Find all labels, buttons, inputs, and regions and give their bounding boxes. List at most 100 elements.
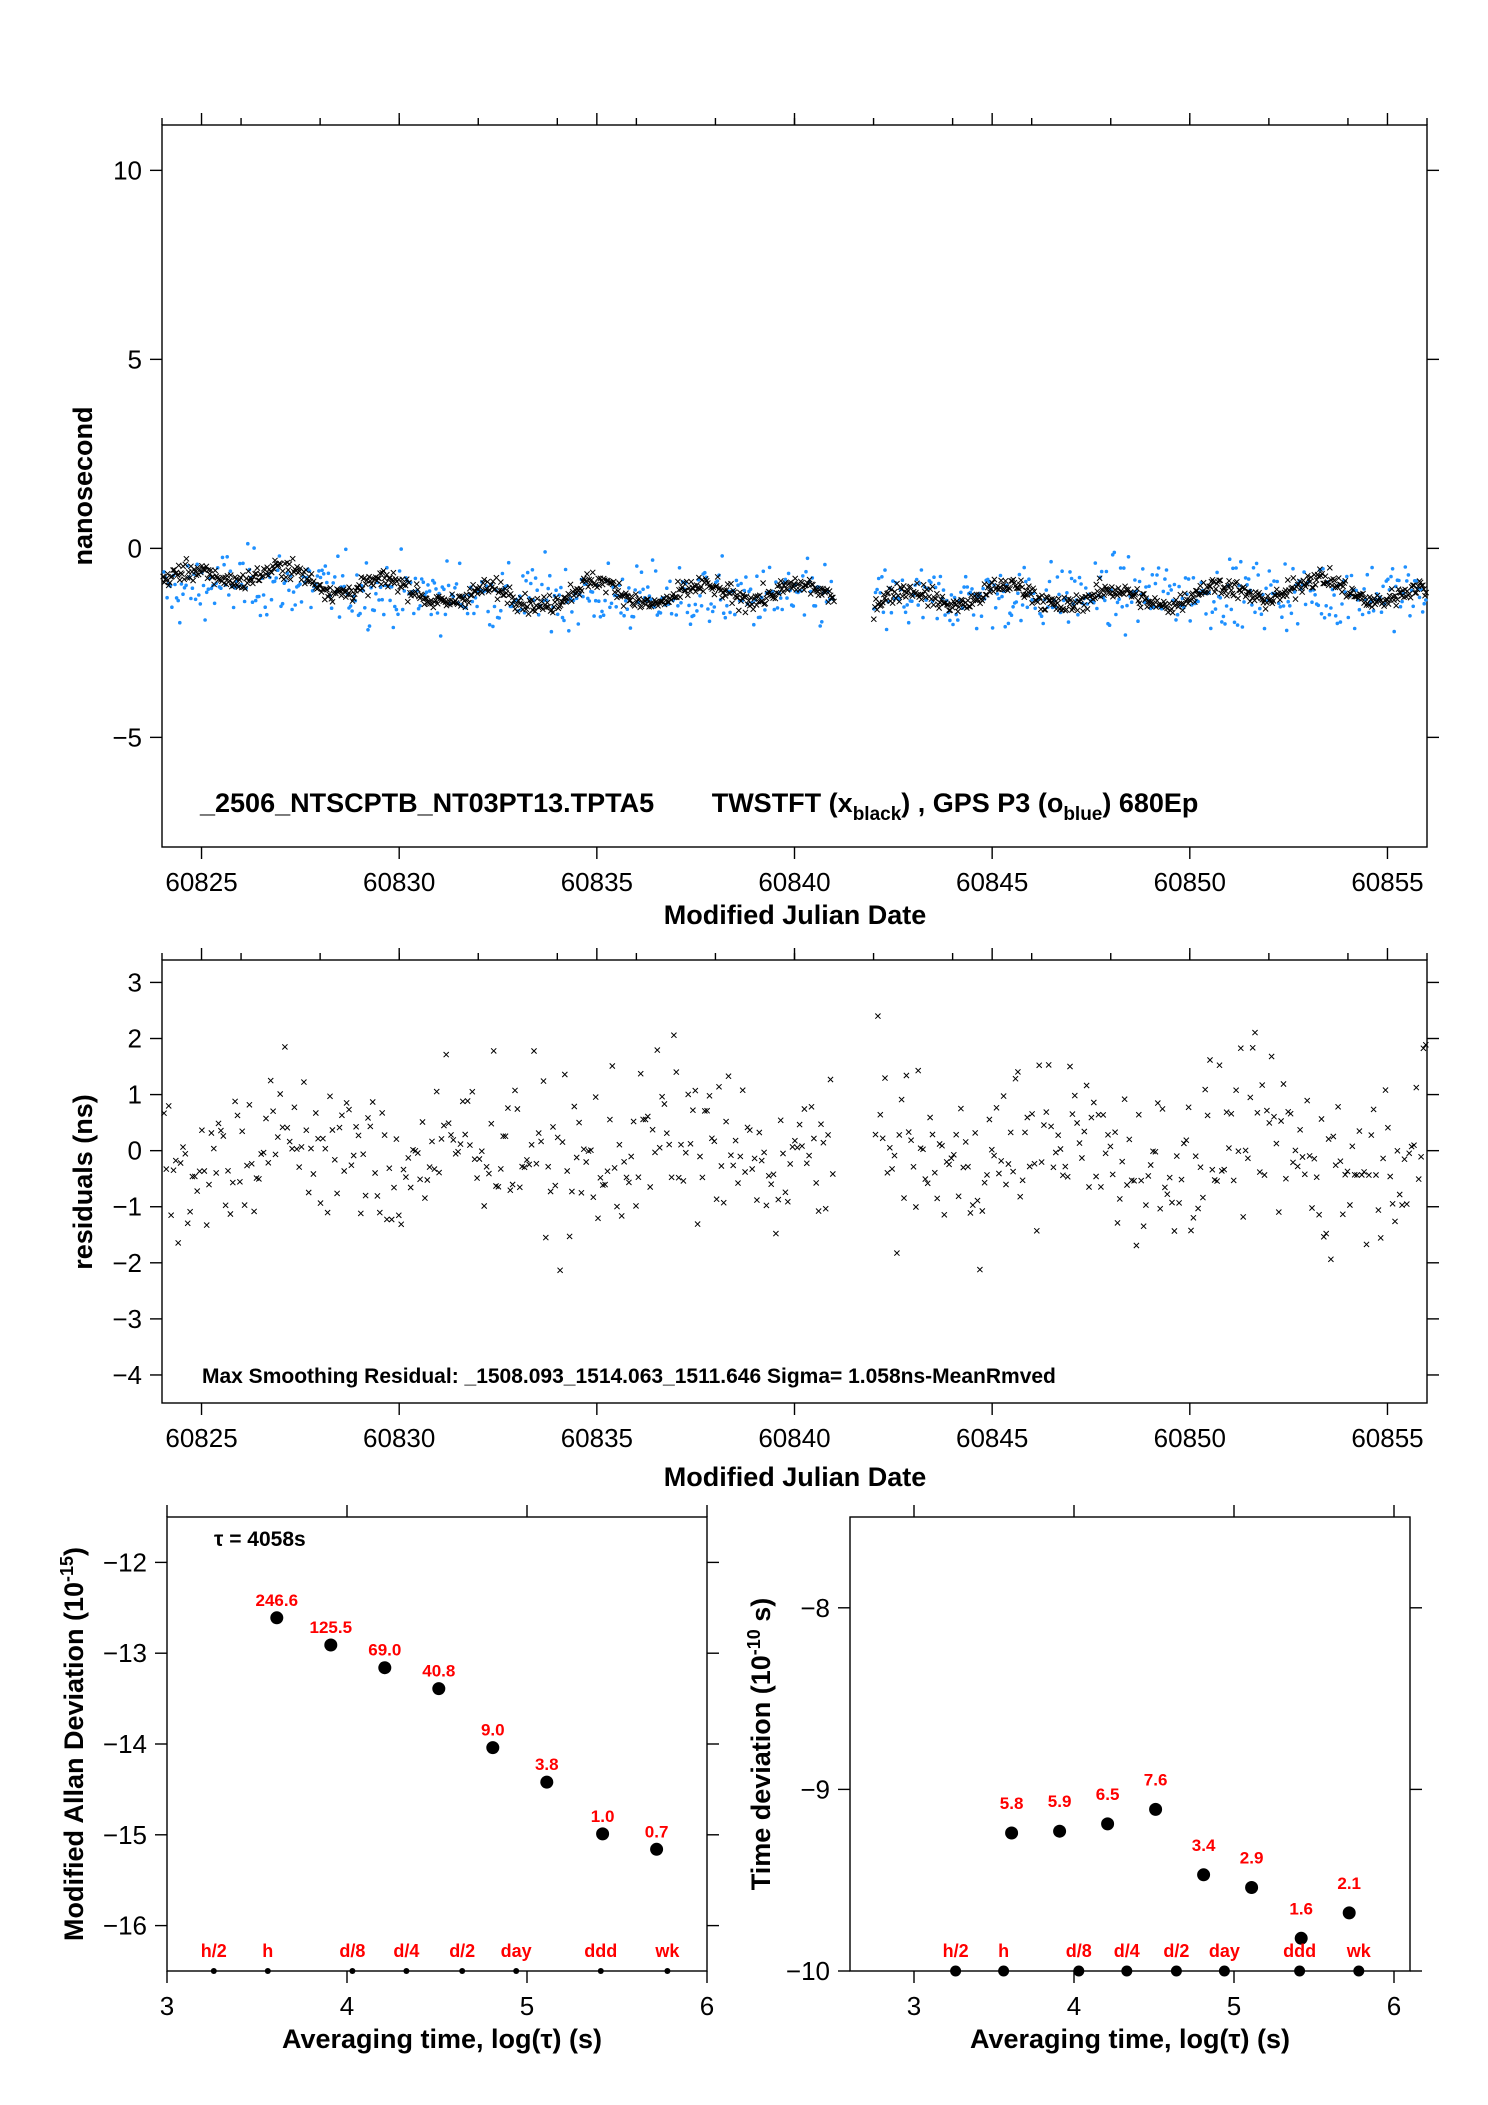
twstft-point	[573, 590, 580, 597]
twstft-point	[1423, 589, 1430, 596]
gps-point	[875, 587, 879, 592]
gps-point	[427, 589, 432, 593]
gps-point	[883, 568, 887, 572]
gps-point	[560, 615, 565, 620]
residual-point	[1294, 1163, 1301, 1170]
gps-point	[1246, 577, 1251, 581]
gps-point	[1406, 573, 1411, 577]
gps-point	[372, 608, 377, 613]
twstft-point	[680, 579, 687, 586]
twstft-point	[880, 591, 887, 598]
gps-point	[559, 585, 563, 590]
residual-point	[528, 1141, 535, 1148]
twstft-point	[902, 593, 909, 600]
point-label: 5.8	[1000, 1794, 1024, 1813]
residual-point	[1048, 1123, 1055, 1130]
tau-marker-label: ddd	[584, 1941, 617, 1961]
twstft-point	[668, 596, 675, 603]
twstft-point	[1071, 603, 1078, 610]
residual-point	[595, 1215, 601, 1222]
gps-point	[710, 609, 715, 614]
twstft-point	[1181, 590, 1188, 597]
gps-point	[627, 586, 631, 590]
residual-point	[1083, 1082, 1090, 1089]
gps-point	[1055, 575, 1060, 579]
residual-point	[1192, 1153, 1199, 1160]
y-tick-label: −12	[103, 1547, 147, 1577]
residual-point	[822, 1205, 829, 1212]
twstft-point	[310, 578, 317, 585]
residual-point	[950, 1151, 957, 1158]
twstft-point	[692, 588, 699, 595]
twstft-point	[549, 609, 556, 616]
residual-point	[635, 1174, 642, 1181]
residual-point	[1071, 1092, 1078, 1099]
twstft-point	[914, 580, 920, 587]
residual-point	[993, 1104, 1000, 1111]
gps-point	[1069, 576, 1074, 581]
residual-point	[327, 1093, 333, 1100]
gps-point	[1163, 577, 1167, 581]
twstft-point	[514, 608, 521, 615]
twstft-point	[1097, 593, 1104, 600]
residual-point	[1185, 1104, 1192, 1111]
residual-point	[820, 1139, 827, 1146]
gps-point	[536, 613, 541, 617]
gps-point	[396, 612, 400, 617]
tau-marker-dot	[664, 1968, 671, 1974]
twstft-point	[474, 590, 481, 597]
tau-marker-label: d/8	[1066, 1941, 1092, 1961]
x-axis-label: Averaging time, log(τ) (s)	[970, 2024, 1290, 2054]
residual-point	[500, 1133, 507, 1140]
twstft-point	[1420, 586, 1427, 593]
twstft-point	[999, 586, 1006, 593]
y-tick-label: 2	[128, 1024, 142, 1054]
twstft-point	[1304, 572, 1311, 579]
residual-point	[815, 1208, 822, 1215]
residual-point	[1382, 1087, 1389, 1094]
residual-point	[1249, 1044, 1256, 1051]
residual-point	[1297, 1126, 1304, 1133]
residual-point	[988, 1146, 995, 1153]
gps-point	[592, 614, 596, 618]
twstft-series	[160, 555, 1430, 623]
twstft-point	[1262, 605, 1269, 612]
tdev-panel: 3 4 5 6 −10 −9 −8 5.8 5.9 6.5 7.6 3.4 2.9 1.6 2.1 h/2 h…	[744, 1505, 1422, 2054]
residual-point	[784, 1198, 791, 1205]
twstft-point	[1194, 587, 1200, 594]
twstft-point	[557, 602, 564, 609]
x-tick-label: 60855	[1351, 867, 1423, 897]
residual-point	[540, 1078, 547, 1085]
gps-point	[1275, 579, 1279, 584]
twstft-point	[1190, 594, 1197, 601]
gps-point	[382, 612, 386, 617]
twstft-point	[585, 583, 592, 590]
gps-point	[1049, 559, 1053, 564]
residual-point	[606, 1116, 613, 1123]
gps-point	[1245, 583, 1249, 587]
residual-point	[590, 1194, 597, 1201]
twstft-point	[564, 595, 571, 602]
residual-point	[1299, 1154, 1306, 1160]
gps-point	[1175, 612, 1180, 617]
twstft-point	[1115, 585, 1122, 592]
gps-point	[1332, 593, 1336, 597]
twstft-point	[446, 601, 453, 608]
residual-point	[1126, 1136, 1133, 1143]
residual-point	[751, 1155, 758, 1162]
gps-point	[225, 555, 229, 559]
gps-point	[193, 597, 198, 602]
gps-point	[603, 598, 607, 603]
residual-point	[1040, 1122, 1047, 1129]
gps-point	[823, 562, 827, 567]
gps-point	[1398, 604, 1403, 609]
gps-point	[1286, 599, 1290, 604]
twstft-point	[206, 571, 213, 578]
point-label: 5.9	[1048, 1792, 1072, 1811]
gps-point	[358, 611, 362, 616]
residual-point	[1228, 1110, 1235, 1117]
twstft-point	[378, 581, 385, 588]
twstft-point	[1022, 591, 1029, 598]
gps-point	[465, 611, 470, 616]
gps-point	[1349, 573, 1354, 578]
